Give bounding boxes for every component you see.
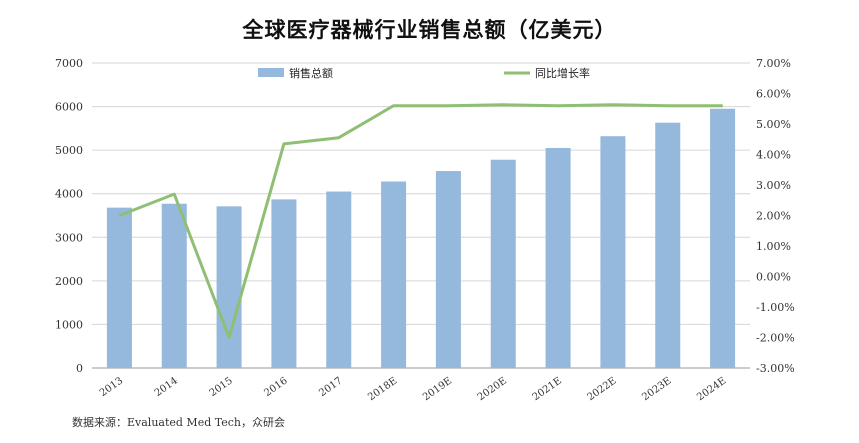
- bar: [216, 206, 242, 368]
- bar: [381, 181, 407, 368]
- right-tick-label: 7.00%: [756, 57, 791, 70]
- left-tick-label: 4000: [55, 188, 83, 201]
- line-point: [667, 105, 669, 107]
- line-point: [173, 193, 175, 195]
- right-axis-ticks: -3.00% -2.00% -1.00% 0.00% 1.00% 2.00% 3.00% 4.…: [756, 57, 795, 375]
- left-tick-label: 2000: [55, 275, 83, 288]
- gridlines: [92, 62, 750, 369]
- legend-label-line: 同比增长率: [535, 66, 590, 80]
- left-tick-label: 5000: [55, 144, 83, 157]
- right-tick-label: 4.00%: [756, 149, 791, 162]
- legend: 销售总额 同比增长率: [258, 66, 590, 80]
- x-tick-label: 2016: [262, 375, 289, 399]
- bar: [106, 207, 132, 368]
- x-tick-label: 2021E: [531, 375, 564, 403]
- source-note: 数据来源：Evaluated Med Tech，众研会: [72, 416, 285, 429]
- line-point: [557, 105, 559, 107]
- right-tick-label: 6.00%: [756, 88, 791, 101]
- bar-series: [106, 108, 736, 368]
- x-tick-label: 2017: [317, 375, 344, 399]
- line-series: [118, 103, 724, 339]
- x-tick-label: 2013: [98, 375, 125, 399]
- line-point: [118, 215, 120, 216]
- left-tick-label: 7000: [55, 57, 83, 70]
- bar: [161, 203, 187, 368]
- x-tick-label: 2024E: [695, 375, 728, 403]
- legend-swatch-bar: [258, 68, 284, 77]
- bar: [600, 136, 626, 368]
- right-tick-label: 2.00%: [756, 210, 791, 223]
- right-tick-label: -1.00%: [756, 301, 795, 314]
- line-point: [338, 137, 340, 139]
- x-tick-label: 2019E: [421, 375, 454, 403]
- bar: [326, 191, 352, 368]
- line-point: [283, 143, 285, 145]
- growth-line: [118, 103, 723, 339]
- legend-label-bar: 销售总额: [289, 66, 333, 80]
- bar: [710, 108, 736, 368]
- left-tick-label: 3000: [55, 231, 83, 244]
- x-tick-label: 2018E: [366, 375, 399, 403]
- right-tick-label: -2.00%: [756, 332, 795, 345]
- bar: [655, 122, 681, 368]
- bar: [435, 171, 461, 368]
- bar: [545, 147, 571, 368]
- x-tick-label: 2014: [153, 375, 180, 399]
- right-tick-label: 5.00%: [756, 118, 791, 131]
- line-point: [393, 105, 395, 107]
- line-point: [502, 104, 504, 106]
- bar: [271, 199, 297, 368]
- left-tick-label: 0: [76, 362, 83, 375]
- x-tick-label: 2015: [208, 375, 235, 399]
- line-point: [228, 337, 230, 338]
- right-tick-label: 3.00%: [756, 179, 791, 192]
- line-point: [612, 104, 614, 106]
- x-tick-label: 2022E: [586, 375, 619, 403]
- right-tick-label: 0.00%: [756, 271, 791, 284]
- chart-title: 全球医疗器械行业销售总额（亿美元）: [242, 18, 617, 42]
- line-point: [722, 105, 724, 107]
- right-tick-label: 1.00%: [756, 240, 791, 253]
- line-point: [447, 105, 449, 107]
- bar: [490, 159, 516, 368]
- left-axis-ticks: 0 1000 2000 3000 4000 5000 6000 7000: [55, 57, 83, 375]
- right-tick-label: -3.00%: [756, 362, 795, 375]
- x-axis-ticks: 2013 2014 2015 2016 2017 2018E 2019E 2020E 2021E…: [98, 375, 728, 403]
- x-tick-label: 2023E: [640, 375, 673, 403]
- left-tick-label: 6000: [55, 101, 83, 114]
- left-tick-label: 1000: [55, 318, 83, 331]
- x-tick-label: 2020E: [476, 375, 509, 403]
